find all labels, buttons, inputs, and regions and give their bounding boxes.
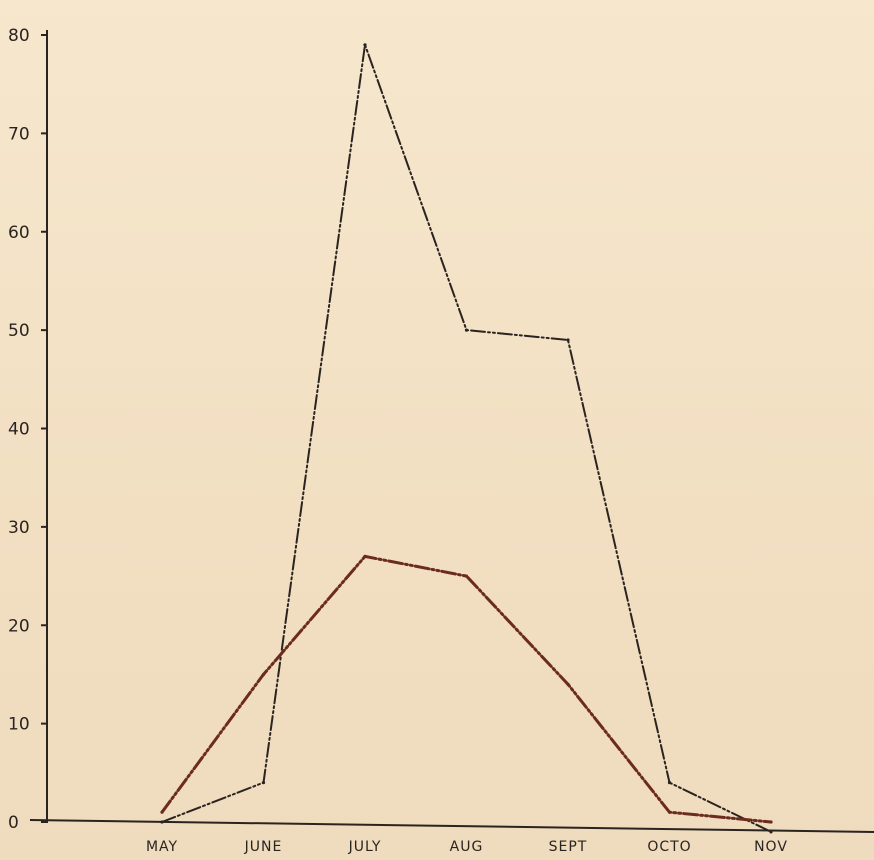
series-1-point <box>464 328 469 332</box>
y-tick-label: 70 <box>8 124 30 144</box>
y-tick-label: 10 <box>8 715 30 735</box>
x-tick-label: OCTO <box>647 839 691 855</box>
x-tick-label: JULY <box>348 839 382 855</box>
y-tick-label: 40 <box>8 420 30 440</box>
series-1-point <box>566 338 570 342</box>
axes <box>29 30 874 833</box>
series-1-point <box>667 781 672 785</box>
series-2-point <box>667 810 672 814</box>
series-line-1 <box>161 43 772 833</box>
y-tick-label: 80 <box>8 26 30 46</box>
series-1-point <box>769 830 773 834</box>
x-tick-label: NOV <box>754 839 788 855</box>
series-1-point <box>160 820 164 824</box>
x-axis-line <box>29 819 874 833</box>
series-2-point <box>160 810 164 814</box>
y-tick-label: 60 <box>8 223 30 243</box>
series-2-point <box>261 672 266 677</box>
x-tick-label: SEPT <box>549 839 588 855</box>
series-2-point <box>464 574 469 578</box>
labels: 0 10 20 30 40 50 60 70 80 MAY JUNE JULY AUG SEPT OCTO N… <box>8 26 788 855</box>
x-tick-label: AUG <box>450 839 484 855</box>
y-tick-label: 30 <box>8 518 30 538</box>
x-tick-label: JUNE <box>244 839 283 855</box>
series-line-2 <box>160 554 773 824</box>
series-1-point <box>261 781 266 785</box>
x-tick-label: MAY <box>146 839 178 855</box>
series-1-point <box>363 43 367 47</box>
series-layer <box>160 43 773 834</box>
y-tick-label: 20 <box>8 616 30 636</box>
series-2-point <box>363 554 367 558</box>
series-2-point <box>566 682 570 686</box>
y-tick-label: 0 <box>8 813 19 833</box>
series-2-point <box>769 820 773 824</box>
y-tick-label: 50 <box>8 321 30 341</box>
